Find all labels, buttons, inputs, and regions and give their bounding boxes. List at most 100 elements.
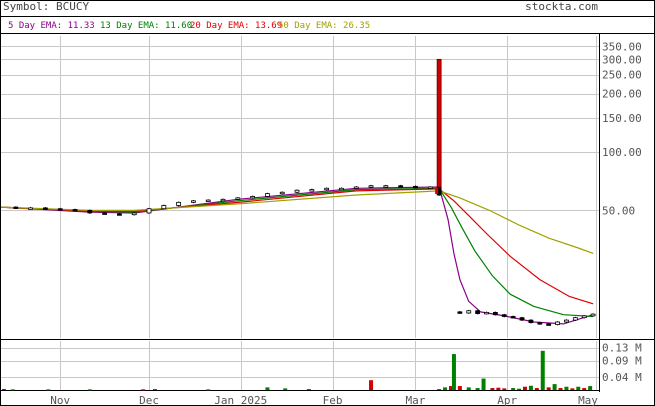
spike-candle <box>436 58 442 188</box>
volume-bar <box>152 389 157 391</box>
candle-body <box>564 319 569 323</box>
volume-bar <box>522 386 527 390</box>
site-label: stockta.com <box>525 0 598 13</box>
volume-bar <box>558 388 563 390</box>
candle-body <box>43 207 48 210</box>
candle-body <box>398 185 404 188</box>
volume-bar <box>546 387 551 390</box>
volume-bar <box>534 388 539 390</box>
volume-bar <box>576 386 581 390</box>
candle-body <box>368 185 374 188</box>
candle-body <box>161 205 167 210</box>
volume-bar <box>540 350 545 390</box>
volume-bar <box>564 386 569 390</box>
volume-bars <box>1 350 593 391</box>
candle-body <box>546 323 552 326</box>
candle-body <box>146 208 152 214</box>
volume-bar <box>46 389 51 391</box>
volume-bar <box>87 389 92 391</box>
volume-bar <box>502 388 507 390</box>
x-tick-label: Jan 2025 <box>214 394 267 406</box>
ema-line <box>0 188 594 305</box>
volume-bar <box>1 389 6 391</box>
candle-body <box>191 200 196 203</box>
volume-bar <box>582 388 587 390</box>
volume-bar <box>451 354 456 390</box>
x-tick-label: Feb <box>323 394 343 406</box>
volume-tick-label: 0.13 M <box>602 342 642 355</box>
x-tick-label: Mar <box>406 394 426 406</box>
candle-body <box>279 191 285 195</box>
candle-body <box>57 208 63 211</box>
candle-body <box>383 185 389 188</box>
candle-body <box>519 317 525 321</box>
volume-bar <box>511 388 516 390</box>
candle-body <box>309 189 315 192</box>
ema-lines <box>0 186 594 325</box>
candle-body <box>235 197 241 200</box>
ema-legend-entry: 5 Day EMA: 11.33 <box>8 21 95 31</box>
volume-tick-label: 0.09 M <box>602 355 642 368</box>
candle-body <box>28 207 34 210</box>
candle-body <box>131 212 137 216</box>
price-tick-label: 50.00 <box>602 204 635 217</box>
volume-bar <box>141 389 146 391</box>
ema-line <box>0 190 594 254</box>
candle-body <box>572 317 578 321</box>
spike-candle-low <box>435 187 439 194</box>
candle-body <box>87 209 93 214</box>
candle-body <box>484 312 489 315</box>
volume-bar <box>448 386 453 390</box>
candle-body <box>13 206 19 209</box>
candle-body <box>457 311 463 314</box>
candle-body <box>510 316 516 319</box>
price-tick-label: 350.00 <box>602 40 642 53</box>
price-tick-label: 250.00 <box>602 69 642 82</box>
volume-tick-label: 0.04 M <box>602 371 642 384</box>
candle-body <box>353 186 359 189</box>
volume-bar <box>552 384 557 390</box>
price-tick-label: 150.00 <box>602 112 642 125</box>
candle-body <box>265 193 270 197</box>
volume-bar <box>306 389 311 391</box>
candle-body <box>492 312 498 316</box>
candle-body <box>339 187 344 191</box>
candle-body <box>176 201 182 206</box>
candle-body <box>413 185 418 189</box>
volume-bar <box>206 389 211 391</box>
volume-bar <box>481 378 486 390</box>
candle-body <box>220 198 226 202</box>
candles <box>13 58 596 326</box>
volume-bar <box>443 387 448 390</box>
volume-bar <box>490 388 495 390</box>
ema-line <box>0 186 594 325</box>
volume-bar <box>528 385 533 390</box>
candle-body <box>528 319 534 324</box>
symbol-label: Symbol: BCUCY <box>3 0 89 13</box>
candle-body <box>590 313 596 317</box>
volume-bar <box>437 389 442 391</box>
candle-body <box>72 209 78 212</box>
price-tick-label: 200.00 <box>602 88 642 101</box>
ema-line <box>0 187 594 318</box>
candle-body <box>205 199 211 202</box>
candle-body <box>427 186 433 189</box>
candle-body <box>324 187 330 191</box>
candle-body <box>555 321 560 325</box>
volume-bar <box>369 380 374 390</box>
volume-bar <box>466 387 471 390</box>
candle-body <box>475 310 481 314</box>
volume-bar <box>496 387 501 390</box>
volume-bar <box>570 388 575 390</box>
volume-bar <box>283 388 288 390</box>
ema-legend-entry: 50 Day EMA: 26.35 <box>278 21 370 31</box>
candle-body <box>501 314 507 317</box>
volume-bar <box>10 389 15 391</box>
volume-bar <box>475 388 480 390</box>
x-tick-label: Nov <box>50 394 70 406</box>
